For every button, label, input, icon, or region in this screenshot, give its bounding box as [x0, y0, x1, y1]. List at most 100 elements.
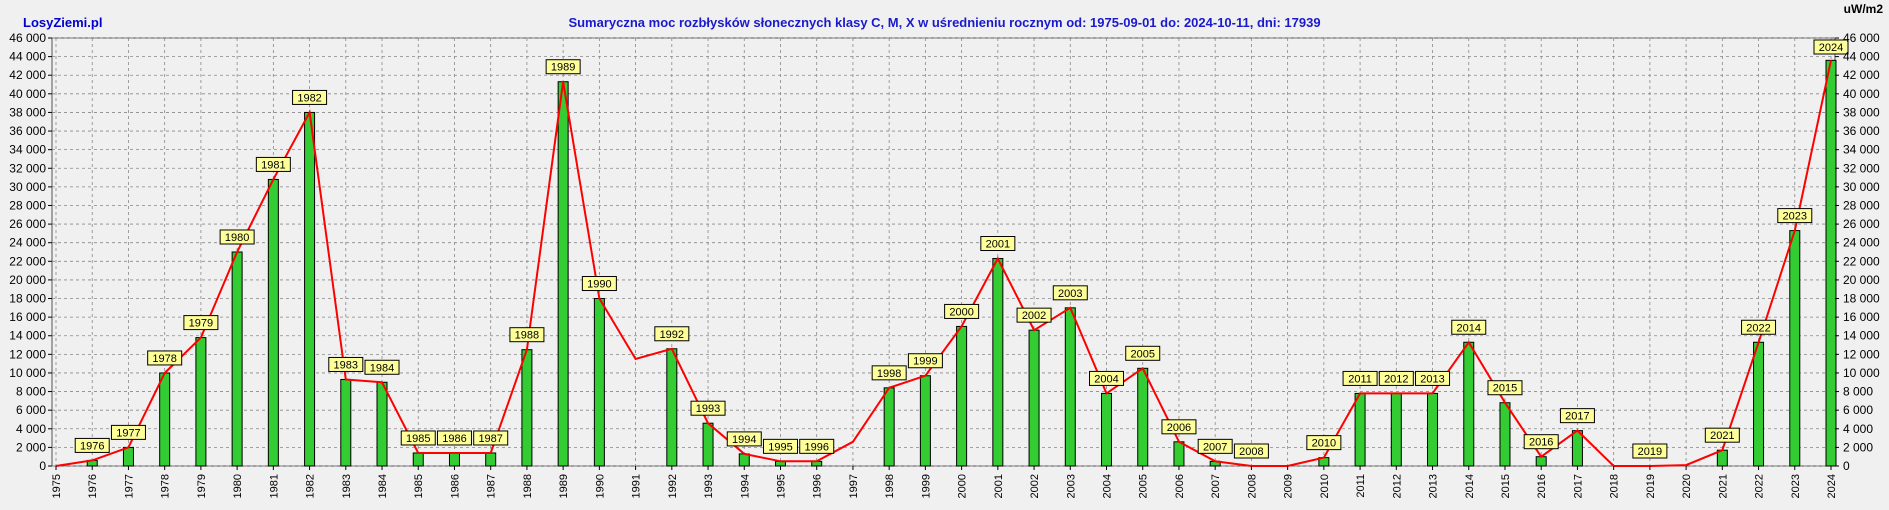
x-tick-label: 1980: [232, 474, 244, 498]
data-label-text: 1990: [587, 279, 611, 291]
bar-2000: [956, 325, 968, 467]
x-tick-label: 1978: [160, 474, 172, 498]
data-label-box: [292, 89, 328, 105]
data-label-box: [1523, 434, 1559, 450]
data-label-box: [1632, 443, 1668, 459]
x-tick-label: 2002: [1029, 474, 1041, 498]
x-tick-label: 1985: [413, 474, 425, 498]
bar-1983: [340, 378, 352, 467]
data-label-2017: 2017: [1559, 408, 1595, 424]
y-tick-label: 16 000: [1843, 310, 1880, 324]
x-tick-label: 1977: [123, 474, 135, 498]
data-label-text: 2023: [1783, 211, 1807, 223]
data-label-text: 1978: [152, 353, 176, 365]
data-label-box: [147, 350, 183, 366]
y-tick-label: 8 000: [16, 385, 46, 399]
data-label-2007: 2007: [1197, 438, 1233, 454]
bar-1981: [267, 178, 279, 467]
x-axis: 1975 1976 1977 1978 1979 1980 1981 1982 1983 1984…: [51, 466, 1838, 498]
data-label-text: 1999: [913, 356, 937, 368]
y-tick-label: 42 000: [9, 68, 46, 82]
bar-1998: [883, 387, 895, 467]
y-tick-label: 26 000: [1843, 217, 1880, 231]
data-label-box: [762, 438, 798, 454]
y-tick-label: 42 000: [1843, 68, 1880, 82]
x-tick-label: 1994: [739, 474, 751, 498]
data-label-box: [545, 59, 581, 75]
bar-2015: [1499, 402, 1511, 467]
data-label-text: 2012: [1384, 373, 1408, 385]
bar-1993: [702, 422, 714, 467]
y-tick-label: 0: [39, 459, 46, 473]
data-label-2021: 2021: [1704, 427, 1740, 443]
data-label-box: [1016, 307, 1052, 323]
data-label-text: 1981: [261, 159, 285, 171]
y-tick-label: 6 000: [16, 403, 46, 417]
y-tick-label: 10 000: [1843, 366, 1880, 380]
x-tick-label: 1989: [558, 474, 570, 498]
data-label-1981: 1981: [255, 156, 291, 172]
y-tick-label: 18 000: [9, 292, 46, 306]
x-tick-label: 1991: [631, 474, 643, 498]
x-tick-label: 2017: [1572, 474, 1584, 498]
site-logo: LosyZiemi.pl: [23, 15, 103, 30]
bar-1985: [412, 452, 424, 467]
bar-1978: [159, 372, 171, 467]
x-tick-label: 2011: [1355, 474, 1367, 498]
data-label-box: [1777, 208, 1813, 224]
data-label-2012: 2012: [1378, 370, 1414, 386]
data-label-box: [581, 276, 617, 292]
data-label-text: 1989: [551, 62, 575, 74]
data-label-text: 2024: [1819, 42, 1843, 54]
data-label-box: [328, 356, 364, 372]
data-label-box: [473, 430, 509, 446]
bar-1984: [376, 381, 388, 467]
data-label-box: [400, 430, 436, 446]
data-label-text: 2001: [986, 239, 1010, 251]
x-tick-label: 2005: [1138, 474, 1150, 498]
data-label-1990: 1990: [581, 276, 617, 292]
bar-1987: [485, 452, 497, 467]
bar-2023: [1789, 230, 1801, 467]
data-label-text: 1984: [370, 362, 394, 374]
data-label-box: [1378, 370, 1414, 386]
y-tick-label: 34 000: [1843, 143, 1880, 157]
y-tick-label: 14 000: [1843, 329, 1880, 343]
data-label-box: [1451, 319, 1487, 335]
x-tick-label: 1988: [522, 474, 534, 498]
data-label-box: [1487, 380, 1523, 396]
data-label-text: 2005: [1130, 348, 1154, 360]
chart-bars: [86, 59, 1837, 467]
y-tick-label: 28 000: [1843, 198, 1880, 212]
data-label-1983: 1983: [328, 356, 364, 372]
bar-2013: [1427, 392, 1439, 467]
x-tick-label: 2009: [1283, 474, 1295, 498]
x-tick-label: 1995: [775, 474, 787, 498]
x-tick-label: 2020: [1681, 474, 1693, 498]
data-label-box: [74, 437, 110, 453]
chart-labels: 1976 1977 1978 1979 1980 1981 1982 1983 1984 1985…: [74, 39, 1849, 459]
x-tick-label: 2010: [1319, 474, 1331, 498]
x-tick-label: 2015: [1500, 474, 1512, 498]
data-label-2024: 2024: [1813, 39, 1849, 55]
x-tick-label: 2000: [957, 474, 969, 498]
x-tick-label: 1979: [196, 474, 208, 498]
bar-1988: [521, 349, 533, 467]
bar-1977: [122, 446, 134, 467]
data-label-text: 2000: [949, 306, 973, 318]
bar-2005: [1137, 367, 1149, 467]
y-tick-label: 22 000: [1843, 254, 1880, 268]
data-label-2003: 2003: [1052, 285, 1088, 301]
y-tick-label: 30 000: [1843, 180, 1880, 194]
data-label-text: 1993: [696, 403, 720, 415]
y-tick-label: 4 000: [16, 422, 46, 436]
y-tick-label: 38 000: [1843, 105, 1880, 119]
y-tick-label: 14 000: [9, 329, 46, 343]
y-tick-label: 2 000: [1843, 440, 1873, 454]
y-tick-label: 20 000: [1843, 273, 1880, 287]
data-label-box: [654, 326, 690, 342]
x-tick-label: 2012: [1391, 474, 1403, 498]
data-label-text: 2019: [1638, 446, 1662, 458]
x-tick-label: 1993: [703, 474, 715, 498]
data-label-2010: 2010: [1306, 435, 1342, 451]
